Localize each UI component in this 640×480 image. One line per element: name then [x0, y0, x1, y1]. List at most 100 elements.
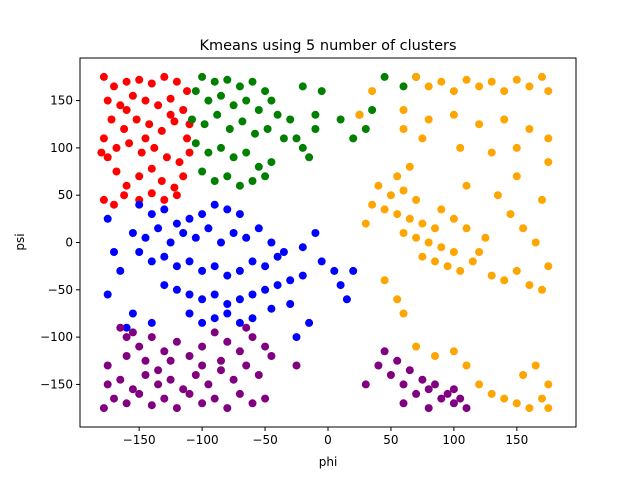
data-point	[154, 380, 163, 389]
data-point	[475, 248, 484, 256]
data-point	[210, 328, 219, 337]
data-point	[191, 139, 200, 148]
data-point	[261, 285, 270, 294]
data-point	[286, 115, 295, 124]
series-4	[99, 323, 471, 413]
data-point	[204, 96, 213, 105]
data-point	[110, 82, 118, 91]
data-point	[200, 120, 209, 129]
data-point	[330, 266, 339, 275]
data-point	[500, 115, 509, 124]
data-point	[223, 205, 232, 214]
data-point	[525, 404, 534, 413]
data-point	[141, 134, 150, 143]
data-point	[128, 309, 137, 318]
data-point	[355, 110, 364, 119]
data-point	[223, 337, 232, 346]
data-point	[135, 172, 144, 181]
data-point	[525, 125, 534, 133]
data-point	[380, 276, 389, 285]
data-point	[456, 143, 465, 152]
data-point	[210, 262, 219, 271]
data-point	[242, 323, 251, 332]
data-point	[487, 271, 496, 280]
data-point	[157, 126, 166, 135]
data-point	[157, 177, 166, 185]
data-point	[263, 125, 272, 133]
data-point	[462, 224, 471, 233]
data-point	[374, 361, 383, 370]
data-point	[449, 248, 458, 256]
data-point	[122, 399, 131, 408]
data-point	[500, 394, 509, 403]
data-point	[254, 224, 263, 233]
data-point	[223, 172, 232, 181]
data-point	[286, 276, 295, 285]
data-point	[154, 101, 163, 110]
series-0	[97, 72, 194, 209]
data-point	[116, 375, 125, 384]
data-point	[97, 148, 106, 157]
data-point	[185, 389, 194, 398]
data-point	[172, 262, 181, 271]
data-point	[135, 75, 144, 84]
data-point	[183, 134, 191, 143]
data-point	[147, 210, 156, 219]
data-point	[235, 295, 244, 304]
data-point	[305, 153, 314, 162]
data-point	[361, 380, 370, 389]
data-point	[412, 72, 421, 81]
data-point	[160, 205, 169, 214]
data-point	[217, 238, 225, 247]
data-point	[273, 252, 282, 261]
data-point	[112, 143, 121, 152]
data-point	[424, 82, 433, 91]
data-point	[349, 266, 358, 275]
data-point	[141, 233, 150, 242]
data-point	[198, 72, 207, 81]
data-point	[103, 153, 112, 162]
data-point	[305, 318, 314, 327]
data-point	[122, 323, 131, 332]
data-point	[141, 96, 150, 105]
data-point	[116, 266, 125, 275]
data-point	[399, 229, 408, 237]
data-point	[185, 290, 194, 299]
data-point	[512, 75, 521, 84]
data-point	[147, 164, 156, 173]
data-point	[273, 281, 282, 290]
data-point	[531, 361, 540, 370]
y-tick-label: −50	[48, 283, 73, 297]
y-axis-label: psi	[13, 233, 27, 250]
data-point	[198, 361, 207, 370]
data-point	[210, 177, 219, 185]
data-point	[531, 238, 540, 247]
data-point	[122, 181, 131, 190]
data-point	[198, 266, 207, 275]
series-1	[188, 72, 421, 190]
data-point	[225, 125, 234, 133]
data-point	[235, 318, 244, 327]
data-point	[286, 300, 295, 308]
data-point	[162, 153, 171, 162]
data-point	[185, 352, 194, 360]
data-points	[97, 72, 553, 413]
y-axis: −150 −100 −50 0 50 100 150	[40, 94, 80, 391]
data-point	[544, 262, 553, 271]
data-point	[248, 257, 257, 266]
x-tick-label: −150	[123, 433, 156, 447]
data-point	[525, 82, 534, 91]
data-point	[166, 356, 175, 365]
data-point	[103, 290, 112, 299]
data-point	[261, 262, 270, 271]
y-tick-label: 100	[50, 141, 73, 155]
data-point	[198, 399, 207, 408]
data-point	[431, 224, 439, 233]
data-point	[267, 96, 276, 105]
data-point	[544, 404, 553, 413]
y-tick-label: 150	[50, 94, 73, 108]
data-point	[147, 333, 156, 342]
data-point	[292, 333, 301, 342]
data-point	[412, 233, 421, 242]
data-point	[412, 389, 421, 398]
